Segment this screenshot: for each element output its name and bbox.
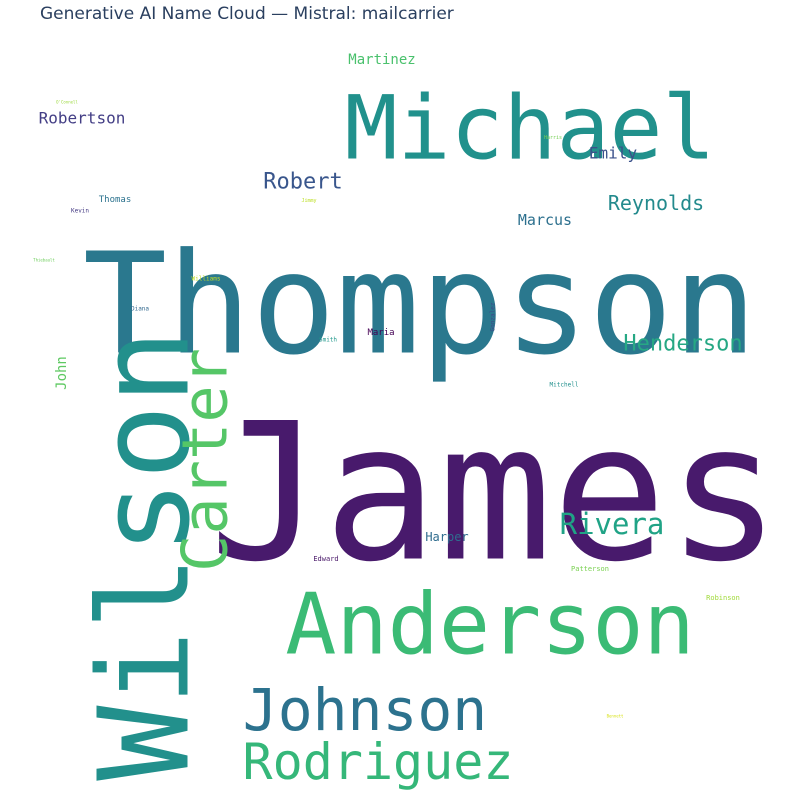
cloud-word-robertson: Robertson: [39, 109, 126, 128]
cloud-word-thompson: Thompson: [83, 224, 757, 387]
cloud-word-rodriguez: Rodriguez: [243, 733, 514, 791]
cloud-word-edward: Edward: [313, 555, 338, 563]
cloud-word-bennett: Bennett: [607, 714, 624, 719]
cloud-word-o-connell: O'Connell: [56, 100, 78, 105]
cloud-word-williams: Williams: [192, 276, 221, 283]
cloud-word-reynolds: Reynolds: [608, 191, 704, 215]
cloud-word-martinez: Martinez: [348, 52, 415, 68]
cloud-word-rivera: Rivera: [560, 507, 665, 541]
cloud-word-emily: Emily: [589, 144, 638, 163]
cloud-word-mitchell: Mitchell: [550, 382, 579, 389]
cloud-word-gonzalez: Gonzalez: [490, 302, 497, 331]
cloud-word-james: James: [209, 383, 781, 604]
cloud-word-henderson: Henderson: [623, 332, 742, 357]
chart-title: Generative AI Name Cloud — Mistral: mail…: [40, 4, 454, 24]
cloud-word-robert: Robert: [263, 170, 342, 195]
cloud-word-diana: Diana: [131, 306, 149, 313]
cloud-word-robinson: Robinson: [706, 594, 740, 602]
cloud-word-maria: Maria: [367, 328, 394, 338]
cloud-word-thomas: Thomas: [99, 195, 132, 205]
cloud-word-michael: Michael: [345, 77, 716, 180]
cloud-word-johnson: Johnson: [243, 676, 487, 744]
cloud-word-harper: Harper: [425, 530, 468, 544]
cloud-word-john: John: [54, 356, 70, 390]
cloud-word-patterson: Patterson: [571, 565, 609, 573]
cloud-word-carter: Carter: [169, 348, 242, 572]
cloud-word-kevin: Kevin: [71, 208, 89, 215]
cloud-word-smith: Smith: [319, 337, 337, 344]
cloud-word-thiebault: Thiebault: [33, 258, 55, 263]
cloud-word-harris: Harris: [544, 135, 562, 141]
cloud-word-wilson: Wilson: [73, 329, 218, 781]
cloud-word-marcus: Marcus: [518, 211, 572, 229]
cloud-word-jimmy: Jimmy: [301, 198, 316, 204]
cloud-word-anderson: Anderson: [285, 576, 694, 675]
